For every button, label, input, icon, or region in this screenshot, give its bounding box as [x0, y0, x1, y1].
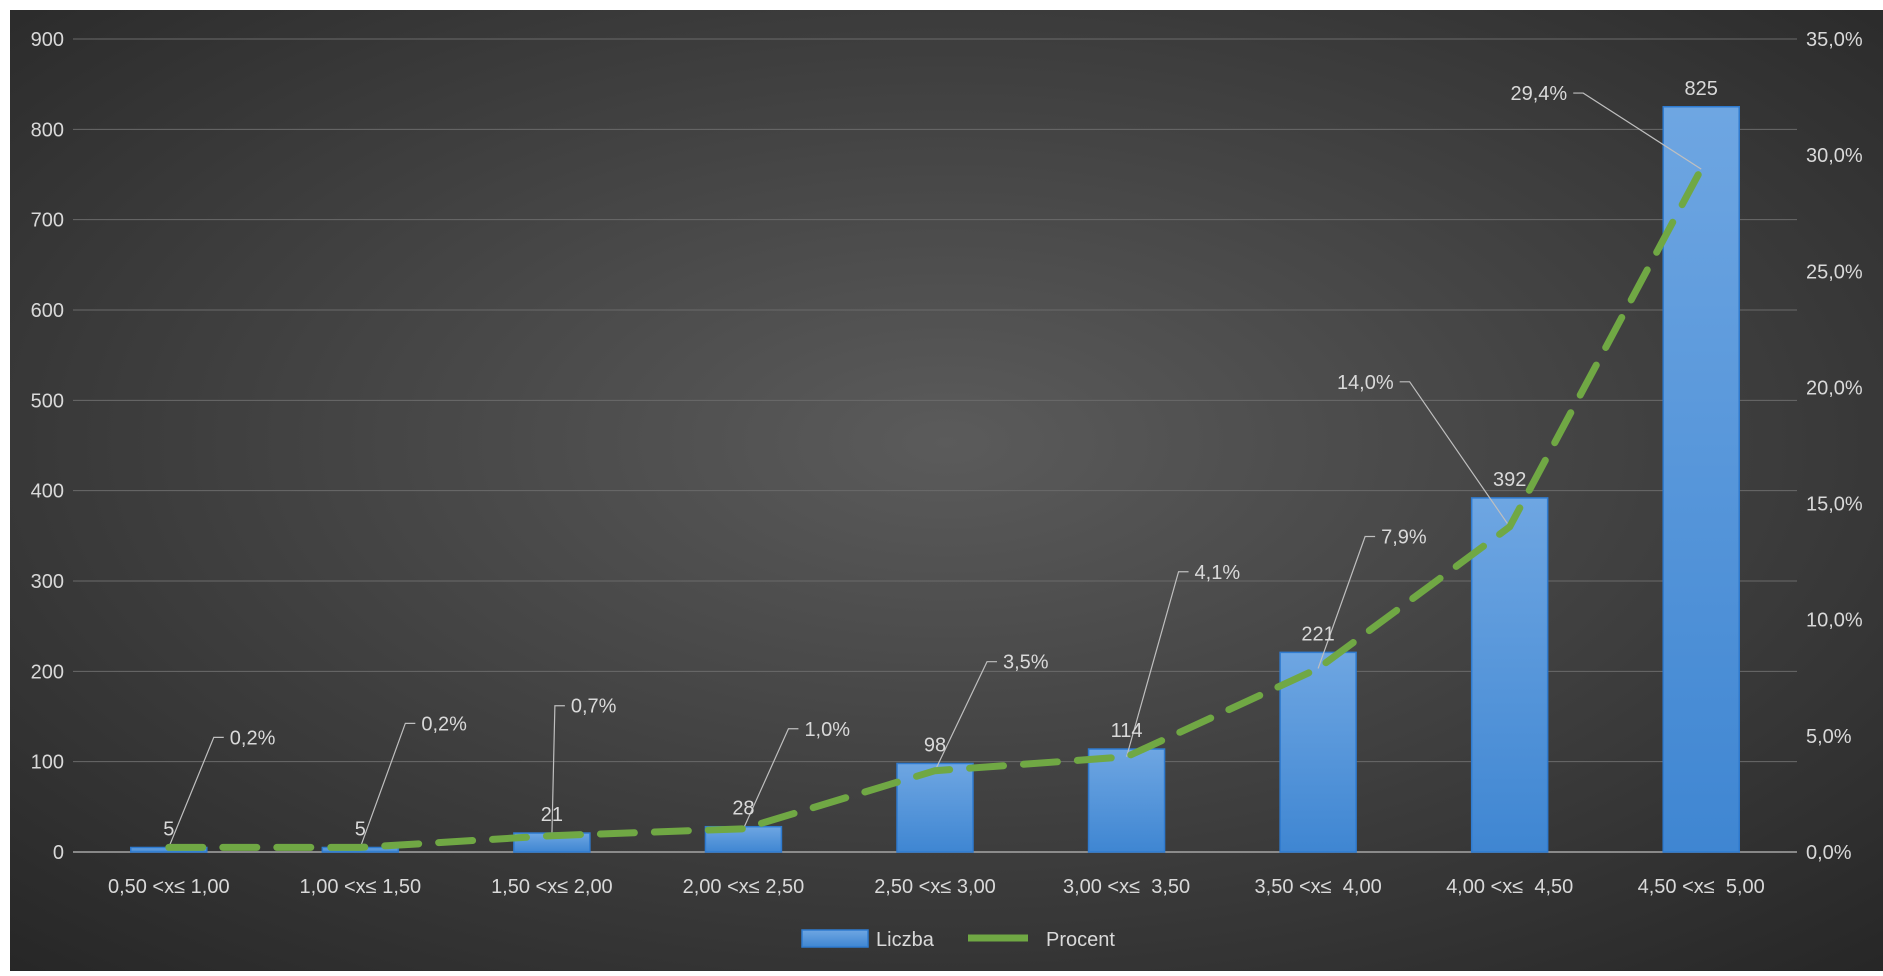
bar-value-label: 5: [355, 818, 366, 840]
combo-chart: 0 100 200 300 400 500 600 700 800 900 0,0% 5,0% 10,…: [10, 10, 1883, 971]
left-tick-label: 600: [31, 300, 64, 322]
category-label: 1,00 <x≤ 1,50: [300, 876, 422, 898]
percent-value-label: 0,7%: [571, 696, 617, 718]
category-axis: 0,50 <x≤ 1,00 1,00 <x≤ 1,50 1,50 <x≤ 2,00 2…: [108, 876, 1765, 898]
left-tick-label: 700: [31, 210, 64, 232]
right-tick-label: 15,0%: [1806, 494, 1863, 516]
left-tick-label: 500: [31, 390, 64, 412]
left-tick-label: 100: [31, 752, 64, 774]
category-label: 2,50 <x≤ 3,00: [874, 876, 996, 898]
category-label: 2,00 <x≤ 2,50: [683, 876, 805, 898]
percent-value-label: 0,2%: [230, 727, 276, 749]
chart-frame: 0 100 200 300 400 500 600 700 800 900 0,0% 5,0% 10,…: [10, 10, 1883, 971]
legend-label-procent: Procent: [1046, 929, 1115, 951]
legend-swatch-liczba: [802, 930, 868, 947]
legend-label-liczba: Liczba: [876, 929, 935, 951]
right-tick-label: 0,0%: [1806, 842, 1852, 864]
bar: [1089, 749, 1165, 852]
bar-value-label: 825: [1685, 78, 1718, 100]
right-tick-label: 35,0%: [1806, 29, 1863, 51]
left-tick-label: 800: [31, 119, 64, 141]
left-tick-label: 900: [31, 29, 64, 51]
bar-value-label: 28: [732, 798, 754, 820]
category-label: 1,50 <x≤ 2,00: [491, 876, 613, 898]
bar: [897, 763, 973, 852]
percent-value-label: 29,4%: [1511, 83, 1568, 105]
bar-value-label: 221: [1301, 623, 1334, 645]
right-tick-label: 5,0%: [1806, 726, 1852, 748]
left-tick-label: 200: [31, 661, 64, 683]
category-label: 4,50 <x≤ 5,00: [1638, 876, 1765, 898]
right-tick-label: 30,0%: [1806, 145, 1863, 167]
left-tick-label: 300: [31, 571, 64, 593]
bar-value-label: 392: [1493, 469, 1526, 491]
category-label: 3,50 <x≤ 4,00: [1255, 876, 1382, 898]
category-label: 4,00 <x≤ 4,50: [1446, 876, 1573, 898]
percent-value-label: 3,5%: [1003, 652, 1049, 674]
left-tick-label: 400: [31, 481, 64, 503]
percent-value-label: 7,9%: [1381, 526, 1427, 548]
percent-value-label: 1,0%: [804, 719, 850, 741]
right-tick-label: 10,0%: [1806, 610, 1863, 632]
percent-value-label: 0,2%: [421, 713, 467, 735]
bar-value-label: 98: [924, 734, 946, 756]
bar: [1472, 498, 1548, 852]
bar: [1663, 107, 1739, 852]
category-label: 0,50 <x≤ 1,00: [108, 876, 230, 898]
right-tick-label: 20,0%: [1806, 377, 1863, 399]
bar-value-label: 114: [1111, 720, 1143, 742]
left-tick-label: 0: [53, 842, 64, 864]
category-label: 3,00 <x≤ 3,50: [1063, 876, 1190, 898]
percent-value-label: 14,0%: [1337, 372, 1394, 394]
bar-value-label: 21: [541, 804, 563, 826]
bar-value-label: 5: [163, 818, 174, 840]
percent-value-label: 4,1%: [1195, 562, 1241, 584]
right-tick-label: 25,0%: [1806, 261, 1863, 283]
